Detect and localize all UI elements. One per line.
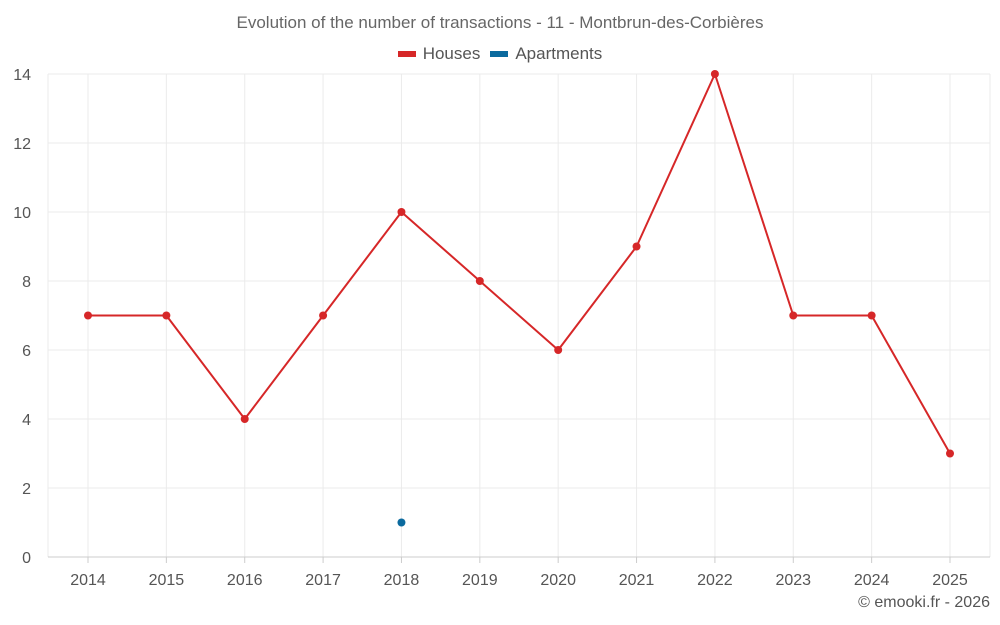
x-tick-label-2021: 2021 <box>619 572 655 589</box>
y-tick-label-8: 8 <box>22 274 31 291</box>
y-tick-label-0: 0 <box>22 550 31 567</box>
legend-item-apartments[interactable]: Apartments <box>490 44 602 64</box>
data-point-houses-2020 <box>554 346 563 354</box>
y-tick-label-2: 2 <box>22 481 31 498</box>
data-point-houses-2021 <box>632 242 641 251</box>
data-point-houses-2024 <box>867 311 876 320</box>
y-tick-label-10: 10 <box>13 205 31 222</box>
data-point-houses-2017 <box>319 311 328 320</box>
x-tick-label-2025: 2025 <box>932 572 968 589</box>
legend-label-apartments: Apartments <box>515 44 603 63</box>
x-tick-label-2014: 2014 <box>70 572 106 589</box>
legend-label-houses: Houses <box>422 44 481 63</box>
data-point-houses-2016 <box>240 415 249 423</box>
y-tick-label-14: 14 <box>13 67 31 84</box>
y-tick-label-4: 4 <box>22 412 31 429</box>
x-tick-label-2015: 2015 <box>149 572 185 589</box>
data-point-apartments-2018 <box>397 518 406 527</box>
credit-text: © emooki.fr - 2026 <box>858 594 990 611</box>
x-tick-label-2017: 2017 <box>305 572 341 589</box>
x-tick-label-2023: 2023 <box>775 572 811 589</box>
x-tick-label-2019: 2019 <box>462 572 498 589</box>
x-tick-label-2024: 2024 <box>854 572 890 589</box>
series-line-houses <box>88 73 951 454</box>
legend: Houses Apartments <box>0 44 1000 64</box>
data-point-houses-2018 <box>397 208 406 216</box>
x-tick-label-2016: 2016 <box>227 572 263 589</box>
legend-item-houses[interactable]: Houses <box>397 44 481 64</box>
x-tick-label-2022: 2022 <box>697 572 733 589</box>
data-point-houses-2019 <box>475 277 484 285</box>
x-tick-label-2018: 2018 <box>384 572 420 589</box>
data-point-houses-2015 <box>162 311 171 320</box>
y-tick-label-12: 12 <box>13 136 31 153</box>
x-tick-label-2020: 2020 <box>540 572 576 589</box>
chart-title: Evolution of the number of transactions … <box>236 13 764 32</box>
data-point-houses-2023 <box>789 311 798 320</box>
legend-swatch-apartments <box>490 51 509 57</box>
data-point-houses-2025 <box>946 449 954 458</box>
y-tick-label-6: 6 <box>22 343 31 360</box>
data-point-houses-2014 <box>84 311 92 320</box>
legend-swatch-houses <box>397 51 416 57</box>
data-point-houses-2022 <box>710 70 719 78</box>
